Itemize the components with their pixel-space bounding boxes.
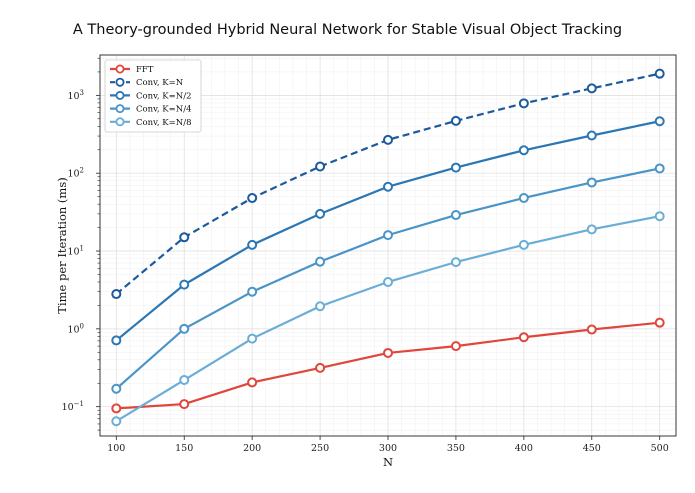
x-tick-label: 200 [243, 443, 261, 454]
legend-label: Conv, K=N/4 [136, 105, 191, 115]
data-point [247, 239, 258, 250]
series-conv-k-n-4 [111, 163, 665, 394]
data-point [383, 134, 393, 145]
series-group [111, 68, 665, 427]
y-tick-label: 103 [67, 89, 84, 102]
x-tick-label: 250 [311, 443, 329, 454]
legend-label: Conv, K=N [136, 78, 184, 88]
x-tick-label: 450 [583, 443, 601, 454]
data-point [111, 383, 122, 394]
x-tick-label: 150 [175, 443, 193, 454]
data-point [654, 211, 665, 222]
y-tick-label: 101 [67, 245, 84, 258]
legend-swatch-marker [115, 117, 125, 127]
data-point [654, 163, 665, 174]
data-point [518, 332, 529, 343]
y-tick-label: 10−1 [62, 400, 84, 413]
data-point [179, 232, 190, 243]
data-point [586, 224, 597, 235]
legend-swatch-marker [115, 104, 125, 114]
data-point [315, 362, 326, 373]
data-point [518, 145, 529, 156]
x-axis-label: N [383, 455, 393, 469]
data-point [383, 230, 393, 241]
y-axis-label: Time per Iteration (ms) [55, 177, 69, 313]
legend-swatch-marker [115, 64, 125, 74]
legend-label: Conv, K=N/2 [136, 91, 191, 101]
data-point [586, 177, 597, 188]
data-point [586, 324, 597, 335]
data-point [179, 279, 190, 290]
data-point [111, 416, 122, 427]
y-tick-label: 102 [67, 167, 84, 180]
data-point [179, 399, 190, 410]
data-point [518, 239, 529, 250]
data-point [247, 377, 258, 388]
data-point [586, 130, 597, 141]
data-point [179, 375, 190, 386]
series-conv-k-n-8 [111, 211, 665, 427]
data-point [315, 208, 326, 219]
data-point [586, 83, 597, 94]
data-point [247, 192, 258, 203]
data-point [654, 68, 665, 79]
y-tick-label: 100 [67, 322, 84, 335]
data-point [450, 257, 461, 268]
series-fft [111, 317, 665, 414]
series-conv-k-n-2 [111, 116, 665, 346]
data-point [450, 115, 461, 126]
data-point [518, 192, 529, 203]
axis-ticks: 10−1 100 101 102 103 100 150 200 250 300 350 400 450… [62, 57, 669, 454]
legend-label: Conv, K=N/8 [136, 118, 191, 128]
legend-swatch-marker [115, 90, 125, 100]
legend: FFT Conv, K=N Conv, K=N/2 Conv, K=N/4 Conv, … [104, 59, 202, 133]
x-tick-label: 300 [379, 443, 397, 454]
data-point [315, 256, 326, 267]
data-point [179, 323, 190, 334]
x-tick-label: 500 [651, 443, 669, 454]
legend-box [104, 59, 202, 133]
x-tick-label: 100 [107, 443, 125, 454]
data-point [654, 116, 665, 127]
data-point [111, 403, 122, 414]
data-point [111, 289, 122, 300]
data-point [654, 317, 665, 328]
data-point [383, 347, 393, 358]
data-point [383, 276, 393, 287]
data-point [247, 286, 258, 297]
data-point [247, 333, 258, 344]
data-point [450, 210, 461, 221]
legend-swatch-marker [115, 77, 125, 87]
x-tick-label: 400 [515, 443, 533, 454]
data-point [450, 162, 461, 173]
x-tick-label: 350 [447, 443, 465, 454]
data-point [111, 335, 122, 346]
data-point [315, 301, 326, 312]
data-point [518, 98, 529, 109]
page-header: A Theory-grounded Hybrid Neural Network … [72, 22, 623, 38]
data-point [383, 181, 393, 192]
data-point [450, 341, 461, 352]
legend-label: FFT [136, 65, 154, 75]
series-conv-k-n [111, 68, 665, 300]
data-point [315, 161, 326, 172]
